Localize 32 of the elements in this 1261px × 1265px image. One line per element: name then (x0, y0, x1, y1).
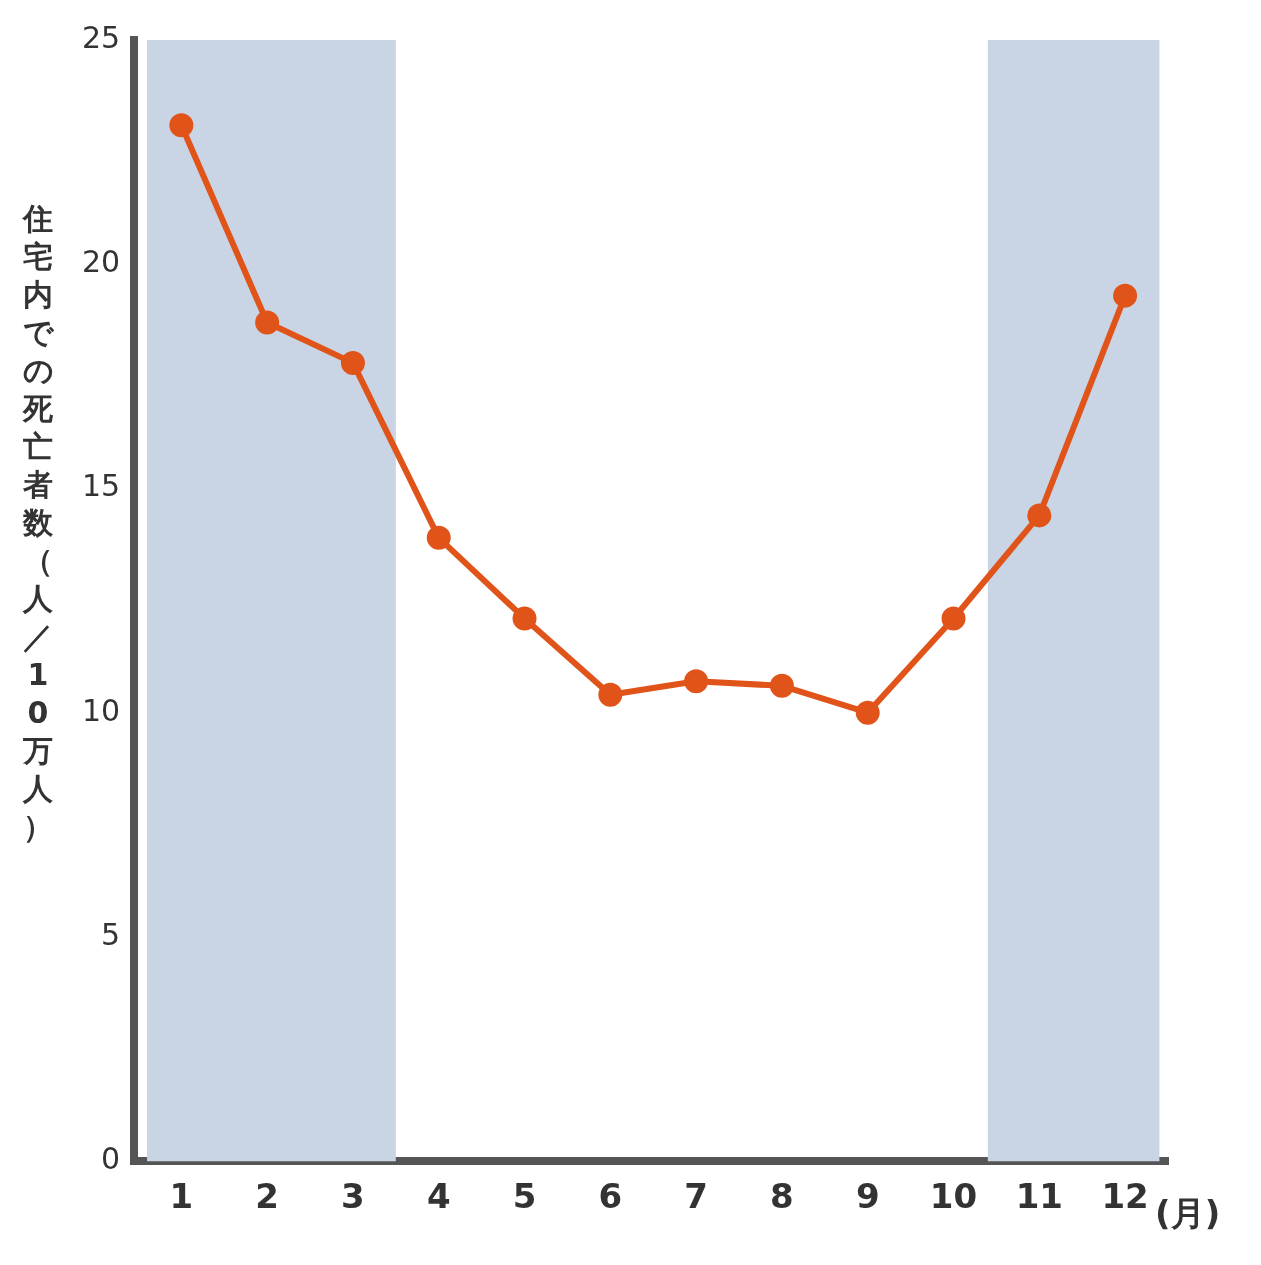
point (1113, 283, 1138, 308)
point (684, 669, 709, 694)
y-tick-label: 0 (101, 1141, 121, 1176)
point (169, 113, 194, 138)
y-tick-label: 15 (81, 468, 121, 504)
point (340, 350, 365, 375)
x-tick-label: 7 (684, 1176, 708, 1217)
x-tick-label: 4 (426, 1176, 451, 1217)
y-tick-label: 5 (101, 916, 121, 952)
x-tick-label: 9 (855, 1176, 880, 1217)
point (1027, 503, 1052, 528)
x-tick-label: 5 (512, 1176, 537, 1217)
x-tick-label: 11 (1015, 1176, 1063, 1217)
point (598, 682, 623, 707)
x-tick-label: 8 (770, 1176, 794, 1217)
point (255, 310, 280, 335)
x-tick-label: 6 (598, 1176, 623, 1217)
y-tick-label: 10 (81, 692, 121, 728)
y-tick-label: 25 (81, 19, 121, 55)
point (769, 673, 794, 698)
x-tick-label: 1 (169, 1176, 194, 1217)
text: 住宅内での死亡者数（人／10万人） (22, 201, 54, 844)
point (426, 525, 451, 550)
y-tick-label: 20 (81, 244, 121, 280)
x-tick-label: 10 (929, 1176, 978, 1217)
point (941, 606, 966, 631)
point (855, 700, 880, 725)
x-tick-label: 2 (255, 1176, 279, 1217)
x-tick-label: 12 (1101, 1176, 1149, 1217)
x-tick-label: 3 (341, 1176, 365, 1217)
x-axis-title: (月) (1155, 1192, 1221, 1233)
point (512, 606, 537, 631)
